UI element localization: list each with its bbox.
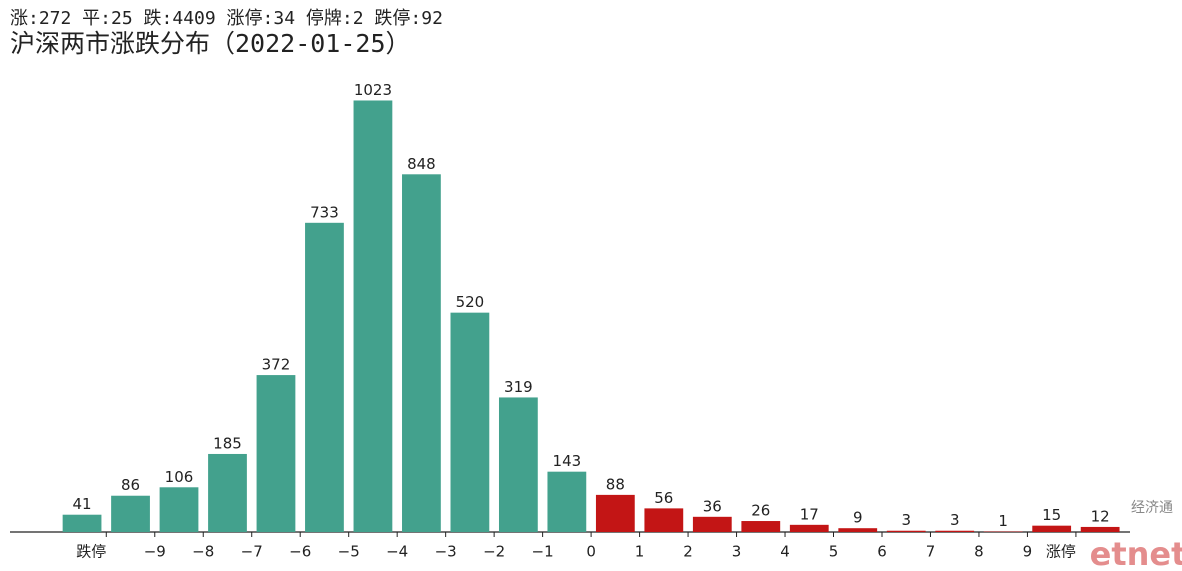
bar: [692, 516, 732, 532]
value-label: 9: [853, 509, 863, 527]
value-label: 319: [504, 378, 533, 396]
value-label: 36: [703, 497, 722, 515]
value-label: 733: [310, 203, 339, 221]
bar: [305, 222, 344, 533]
x-tick-label: 跌停: [76, 543, 106, 561]
x-tick-label: 4: [780, 543, 790, 561]
value-label: 106: [165, 468, 194, 486]
value-label: 372: [262, 356, 291, 374]
value-label: 1023: [354, 81, 392, 99]
x-tick-label: −3: [435, 543, 457, 561]
x-tick-label: −1: [532, 543, 554, 561]
x-tick-label: 涨停: [1046, 543, 1076, 561]
bar: [111, 495, 150, 532]
value-label: 41: [72, 495, 91, 513]
value-label: 848: [407, 155, 436, 173]
bar: [1032, 525, 1072, 532]
bar: [886, 530, 926, 532]
x-tick-label: −2: [483, 543, 505, 561]
bar: [1080, 526, 1120, 532]
watermark-bottom: etnet: [1090, 535, 1182, 571]
chart-title: 沪深两市涨跌分布（2022-01-25）: [10, 29, 411, 58]
x-tick-label: −7: [241, 543, 263, 561]
bar: [935, 530, 975, 532]
x-tick-label: −9: [144, 543, 166, 561]
x-tick-label: 2: [683, 543, 693, 561]
x-tick-label: −5: [338, 543, 360, 561]
value-label: 520: [456, 293, 485, 311]
bar: [159, 487, 199, 532]
value-label: 12: [1091, 507, 1110, 525]
x-tick-label: 0: [586, 543, 596, 561]
x-tick-label: 9: [1023, 543, 1033, 561]
x-tick-label: 7: [926, 543, 936, 561]
x-tick-label: 1: [635, 543, 645, 561]
bar: [741, 521, 781, 532]
value-label: 56: [654, 489, 673, 507]
bar: [208, 453, 247, 532]
bar: [547, 471, 587, 532]
value-label: 143: [553, 452, 582, 470]
bar: [838, 528, 878, 532]
x-tick-label: −6: [289, 543, 311, 561]
bar: [256, 375, 296, 532]
bar: [353, 100, 393, 532]
bar: [62, 514, 102, 532]
value-label: 185: [213, 434, 242, 452]
chart-subtitle: 涨:272 平:25 跌:4409 涨停:34 停牌:2 跌停:92: [10, 8, 443, 29]
value-label: 88: [606, 475, 625, 493]
bar: [644, 508, 684, 532]
value-label: 3: [950, 511, 960, 529]
bar: [789, 524, 829, 532]
value-label: 86: [121, 476, 140, 494]
value-label: 3: [901, 511, 911, 529]
value-label: 26: [751, 502, 770, 520]
x-tick-label: 8: [974, 543, 984, 561]
bar: [498, 397, 538, 532]
x-tick-label: 5: [829, 543, 839, 561]
watermark-top: 经济通: [1131, 500, 1173, 516]
x-tick-label: 6: [877, 543, 887, 561]
value-label: 1: [998, 512, 1008, 530]
bar: [595, 494, 635, 532]
bar: [402, 174, 441, 532]
value-label: 15: [1042, 506, 1061, 524]
x-tick-label: −4: [386, 543, 408, 561]
value-label: 17: [800, 505, 819, 523]
x-tick-label: −8: [192, 543, 214, 561]
bar: [450, 312, 490, 532]
x-tick-label: 3: [732, 543, 742, 561]
